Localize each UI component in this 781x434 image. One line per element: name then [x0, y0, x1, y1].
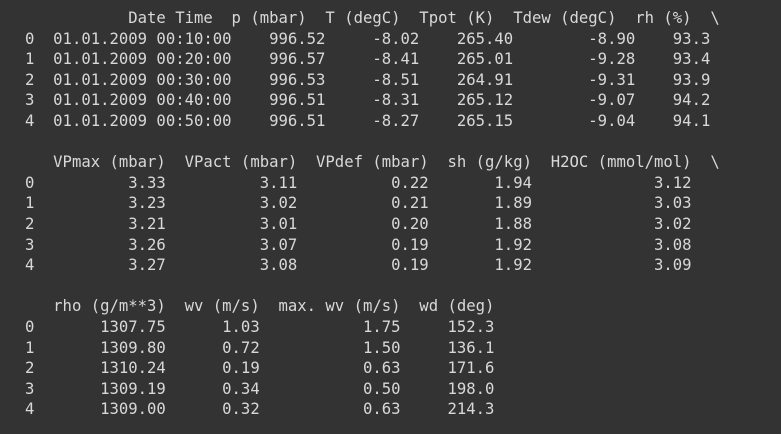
table-row: 4 01.01.2009 00:50:00 996.51 -8.27 265.1… — [25, 111, 711, 130]
table-row: 1 1309.80 0.72 1.50 136.1 — [25, 338, 495, 357]
block-separator — [25, 276, 781, 297]
table-row: 3 1309.19 0.34 0.50 198.0 — [25, 379, 495, 398]
block-separator — [25, 132, 781, 153]
table-row: 1 01.01.2009 00:20:00 996.57 -8.41 265.0… — [25, 50, 711, 69]
table-row: 0 01.01.2009 00:10:00 996.52 -8.02 265.4… — [25, 29, 711, 48]
table-row: 0 3.33 3.11 0.22 1.94 3.12 — [25, 173, 692, 192]
table-header: VPmax (mbar) VPact (mbar) VPdef (mbar) s… — [25, 153, 720, 172]
table-row: 0 1307.75 1.03 1.75 152.3 — [25, 317, 495, 336]
table-row: 2 01.01.2009 00:30:00 996.53 -8.51 264.9… — [25, 70, 711, 89]
table-row: 3 3.26 3.07 0.19 1.92 3.08 — [25, 235, 692, 254]
table-header: rho (g/m**3) wv (m/s) max. wv (m/s) wd (… — [25, 297, 495, 316]
table-row: 4 3.27 3.08 0.19 1.92 3.09 — [25, 256, 692, 275]
table-row: 4 1309.00 0.32 0.63 214.3 — [25, 400, 495, 419]
table-row: 1 3.23 3.02 0.21 1.89 3.03 — [25, 194, 692, 213]
table-row: 3 01.01.2009 00:40:00 996.51 -8.31 265.1… — [25, 91, 711, 110]
table-row: 2 1310.24 0.19 0.63 171.6 — [25, 359, 495, 378]
table-header: Date Time p (mbar) T (degC) Tpot (K) Tde… — [25, 9, 720, 27]
table-row: 2 3.21 3.01 0.20 1.88 3.02 — [25, 214, 692, 233]
